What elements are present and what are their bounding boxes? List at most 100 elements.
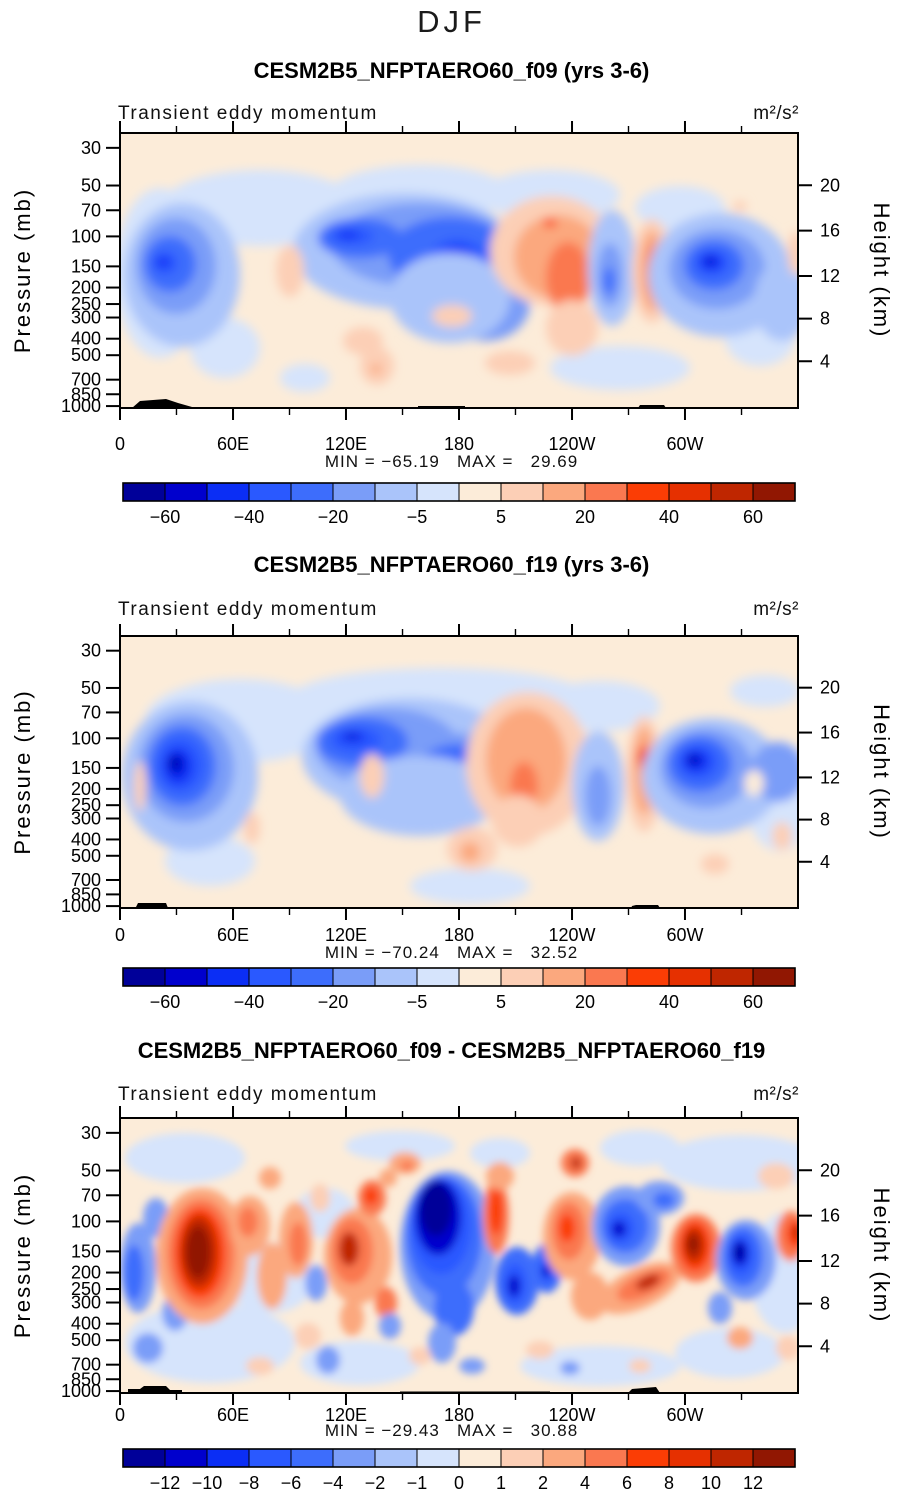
x-axis-tick-label: 120E (325, 1405, 367, 1425)
pressure-tick-label: 300 (71, 809, 101, 829)
contour-blob (459, 1358, 485, 1374)
pressure-tick-label: 700 (71, 1355, 101, 1375)
contour-blob (690, 756, 696, 762)
pressure-tick-label: 1000 (61, 1381, 101, 1401)
pressure-tick-label: 70 (81, 200, 101, 220)
panel3-subtitle-row: Transient eddy momentum m²/s² (118, 1084, 799, 1106)
height-tick-label: 12 (820, 1251, 840, 1271)
contour-blob (542, 1265, 550, 1277)
pressure-tick-label: 150 (71, 256, 101, 276)
pressure-tick-label: 1000 (61, 396, 101, 416)
contour-blob (603, 267, 615, 295)
pressure-tick-label: 200 (71, 779, 101, 799)
colorbar-segment (332, 482, 376, 502)
colorbar-tick-label: −40 (234, 992, 265, 1012)
contour-blob (744, 770, 764, 796)
colorbar-segment (584, 967, 628, 987)
colorbar-tick-label: 60 (743, 992, 763, 1012)
colorbar-tick-label: 5 (496, 507, 506, 527)
contour-blob (295, 1323, 321, 1349)
height-tick-label: 20 (820, 678, 840, 698)
pressure-tick-label: 300 (71, 1293, 101, 1313)
x-axis-tick-label: 120W (549, 925, 596, 945)
colorbar-tick-label: 60 (743, 507, 763, 527)
panel3-minmax-text: MIN = −29.43 MAX = 30.88 (324, 1421, 579, 1440)
colorbar-tick-label: −10 (192, 1473, 223, 1493)
pressure-tick-label: 200 (71, 278, 101, 298)
colorbar-segment (206, 967, 250, 987)
colorbar-segment (248, 482, 292, 502)
pressure-tick-label: 400 (71, 329, 101, 349)
panel3-subtitle: Transient eddy momentum (118, 1084, 378, 1105)
contour-blob (410, 868, 530, 904)
y-axis-title-right: Height (km) (869, 704, 894, 840)
height-tick-label: 8 (820, 810, 830, 830)
colorbar-segment (374, 1448, 418, 1468)
colorbar-tick-label: 4 (580, 1473, 590, 1493)
contour-blob (793, 1225, 798, 1239)
contour-blob (730, 675, 798, 707)
contour-blob (379, 1313, 401, 1339)
panel2-subtitle-row: Transient eddy momentum m²/s² (118, 599, 799, 621)
height-tick-label: 4 (820, 852, 830, 872)
contour-blob (727, 1327, 753, 1349)
x-axis-tick-label: 60W (666, 1405, 703, 1425)
x-axis-tick-label: 120W (549, 1405, 596, 1425)
contour-blob (560, 1361, 580, 1375)
contour-blob (246, 1357, 274, 1375)
contour-blob (379, 1169, 397, 1187)
colorbar-tick-label: 2 (538, 1473, 548, 1493)
colorbar-tick-label: −5 (407, 507, 428, 527)
colorbar-segment (122, 967, 166, 987)
colorbar-tick-label: 20 (575, 992, 595, 1012)
contour-blob (390, 253, 510, 343)
colorbar-segment (710, 967, 754, 987)
contour-blob (371, 364, 381, 374)
colorbar-segment (626, 1448, 670, 1468)
colorbar-segment (710, 1448, 754, 1468)
contour-blob (776, 1336, 798, 1360)
panel2-minmax-text: MIN = −70.24 MAX = 32.52 (324, 943, 579, 962)
pressure-tick-label: 150 (71, 1241, 101, 1261)
colorbar-segment (164, 482, 208, 502)
height-tick-label: 20 (820, 175, 840, 195)
y-axis-title-right: Height (km) (869, 1188, 894, 1324)
contour-blob (420, 1182, 452, 1236)
y-axis-title-left: Pressure (mb) (10, 188, 35, 353)
contour-blob (409, 1347, 431, 1365)
x-axis-tick-label: 180 (444, 1405, 474, 1425)
x-axis-tick-label: 60E (217, 434, 249, 454)
colorbar-tick-label: 6 (622, 1473, 632, 1493)
height-tick-label: 12 (820, 767, 840, 787)
pressure-tick-label: 50 (81, 678, 101, 698)
colorbar-tick-label: −12 (150, 1473, 181, 1493)
colorbar-segment (500, 1448, 544, 1468)
height-tick-label: 8 (820, 309, 830, 329)
panel1-units-label: m²/s² (753, 103, 799, 124)
pressure-tick-label: 250 (71, 795, 101, 815)
colorbar-tick-label: 10 (701, 1473, 721, 1493)
colorbar-tick-label: −60 (150, 507, 181, 527)
pressure-tick-label: 400 (71, 829, 101, 849)
panel1-colorbar-svg: −60 −40 −20 −5 5 20 40 60 (122, 482, 796, 527)
pressure-tick-label: 50 (81, 1161, 101, 1181)
panel1-title: CESM2B5_NFPTAERO60_f09 (yrs 3-6) (253, 58, 650, 83)
panel1-minmax-text: MIN = −65.19 MAX = 29.69 (324, 452, 579, 471)
colorbar-segment (332, 967, 376, 987)
colorbar-segment (752, 482, 796, 502)
pressure-tick-label: 50 (81, 176, 101, 196)
colorbar-segment (458, 967, 502, 987)
pressure-tick-label: 500 (71, 1330, 101, 1350)
x-axis-tick-label: 120E (325, 925, 367, 945)
height-tick-label: 16 (820, 1206, 840, 1226)
contour-blob (434, 1280, 474, 1336)
height-tick-label: 12 (820, 266, 840, 286)
contour-blob (276, 245, 304, 297)
colorbar-segment (458, 1448, 502, 1468)
contour-blob (735, 1245, 743, 1259)
pressure-tick-label: 30 (81, 641, 101, 661)
x-axis-tick-label: 60W (666, 434, 703, 454)
contour-blob (546, 242, 590, 314)
colorbar-segment (668, 482, 712, 502)
contour-blob (571, 1272, 609, 1320)
